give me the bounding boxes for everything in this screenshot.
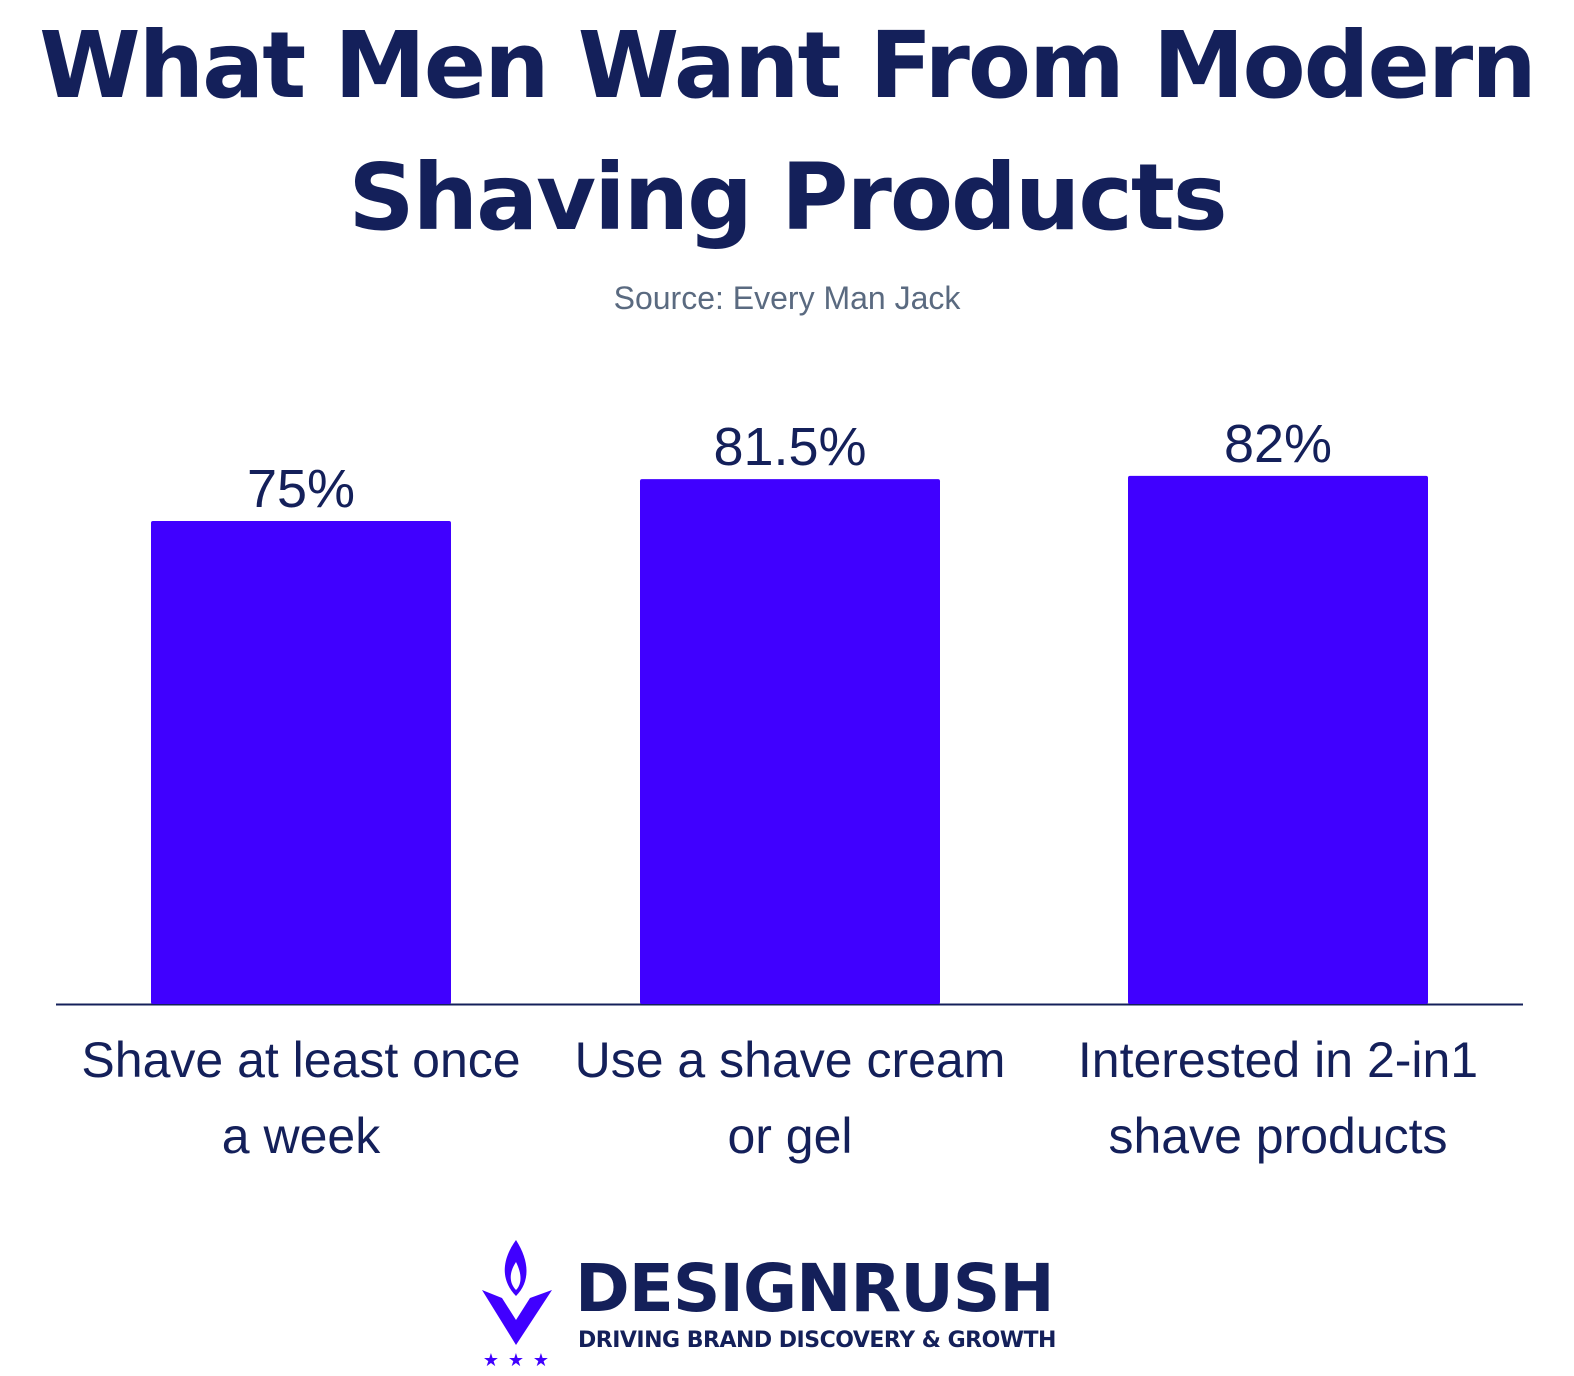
x-tick-label: Shave at least once a week [81, 1032, 521, 1164]
svg-text:★: ★ [483, 1350, 499, 1370]
value-label: 82% [1224, 414, 1332, 474]
logo: ★ ★ ★ [482, 1240, 552, 1370]
value-label: 75% [247, 459, 355, 519]
value-label: 81.5% [713, 417, 866, 477]
bar [640, 479, 940, 1004]
bar [151, 521, 451, 1004]
x-tick-label: Use a shave cream or gel [574, 1032, 1006, 1164]
chart-subtitle: Source: Every Man Jack [613, 280, 961, 316]
brand-name: DESIGNRUSH [575, 1250, 1055, 1327]
bar [1128, 475, 1428, 1004]
svg-text:★: ★ [533, 1350, 549, 1370]
chart-title: What Men Want From Modern Shaving Produc… [39, 12, 1537, 251]
svg-text:★: ★ [508, 1350, 524, 1370]
x-tick-label: Interested in 2-in1 shave products [1077, 1032, 1479, 1164]
brand-tagline: DRIVING BRAND DISCOVERY & GROWTH [578, 1328, 1056, 1353]
